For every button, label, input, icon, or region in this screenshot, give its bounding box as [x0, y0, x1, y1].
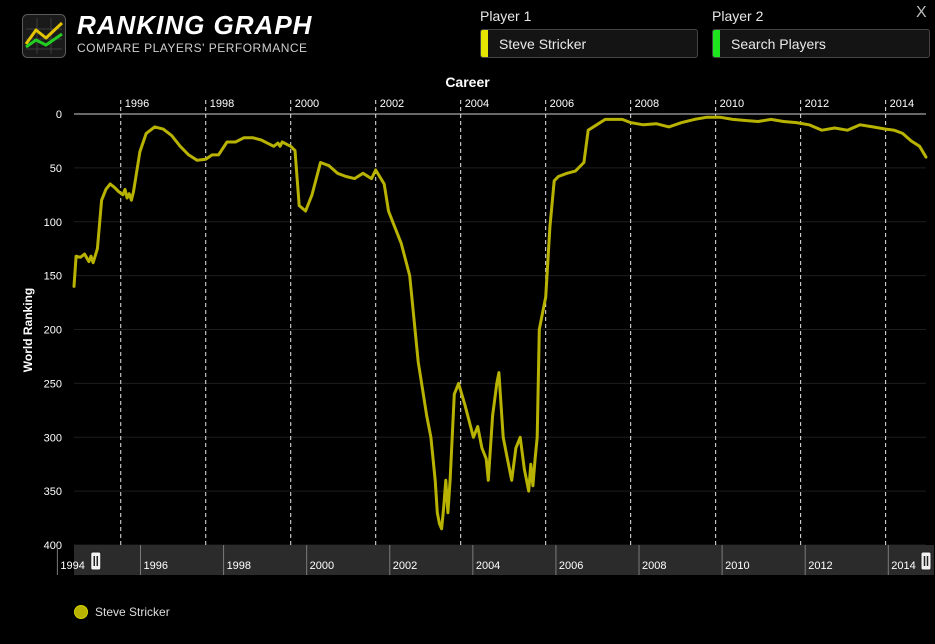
y-tick-label-100: 100	[44, 217, 62, 229]
x-tick-label-1996: 1996	[125, 98, 149, 110]
legend-label: Steve Stricker	[95, 605, 170, 619]
series-line-0	[72, 115, 928, 531]
x-tick-label-2012: 2012	[805, 98, 829, 110]
y-tick-label-250: 250	[44, 378, 62, 390]
x-tick-label-2004: 2004	[465, 98, 489, 110]
close-button[interactable]: X	[916, 4, 927, 21]
x-tick-label-2006: 2006	[550, 98, 574, 110]
range-navigator[interactable]: 1994 1996 1998 2000 2002 2004 2006 2008 2010 2012…	[56, 545, 934, 575]
player1-label: Player 1	[480, 8, 532, 24]
x-tick-label-2000: 2000	[295, 98, 319, 110]
navigator-right-handle[interactable]	[920, 551, 932, 571]
x-tick-label-2010: 2010	[720, 98, 744, 110]
player1-color-swatch	[481, 30, 488, 57]
y-tick-label-50: 50	[50, 163, 62, 175]
navigator-tick-label-1996: 1996	[143, 560, 167, 572]
navigator-tick-label-2002: 2002	[393, 560, 417, 572]
handle-body	[90, 551, 102, 571]
player2-search-input[interactable]: Search Players	[731, 36, 826, 52]
app-title: RANKING GRAPH	[77, 10, 313, 40]
navigator-tick-label-2010: 2010	[725, 560, 749, 572]
logo-icon	[22, 14, 66, 58]
navigator-tick-label-1998: 1998	[227, 560, 251, 572]
y-tick-label-400: 400	[44, 540, 62, 552]
chart-title: Career	[445, 74, 490, 90]
app-subtitle: COMPARE PLAYERS' PERFORMANCE	[77, 41, 308, 55]
player2-search-field[interactable]: Search Players	[712, 29, 930, 58]
x-tick-label-2002: 2002	[380, 98, 404, 110]
x-tick-label-1998: 1998	[210, 98, 234, 110]
navigator-tick-label-1994: 1994	[60, 560, 84, 572]
y-tick-label-350: 350	[44, 486, 62, 498]
handle-body	[920, 551, 932, 571]
x-tick-label-2008: 2008	[635, 98, 659, 110]
y-tick-label-150: 150	[44, 271, 62, 283]
navigator-left-handle[interactable]	[90, 551, 102, 571]
navigator-tick-label-2006: 2006	[559, 560, 583, 572]
navigator-tick-label-2014: 2014	[891, 560, 915, 572]
navigator-background	[74, 545, 934, 575]
navigator-tick-label-2008: 2008	[642, 560, 666, 572]
y-tick-label-300: 300	[44, 432, 62, 444]
navigator-tick-label-2012: 2012	[808, 560, 832, 572]
y-tick-label-200: 200	[44, 325, 62, 337]
legend-marker-icon	[74, 605, 88, 619]
navigator-tick-label-2004: 2004	[476, 560, 500, 572]
player1-field[interactable]: Steve Stricker	[480, 29, 698, 58]
player1-value: Steve Stricker	[499, 36, 587, 52]
player2-color-swatch	[713, 30, 720, 57]
y-tick-label-0: 0	[56, 109, 62, 121]
x-tick-label-2014: 2014	[890, 98, 914, 110]
player2-label: Player 2	[712, 8, 764, 24]
navigator-tick-label-2000: 2000	[310, 560, 334, 572]
